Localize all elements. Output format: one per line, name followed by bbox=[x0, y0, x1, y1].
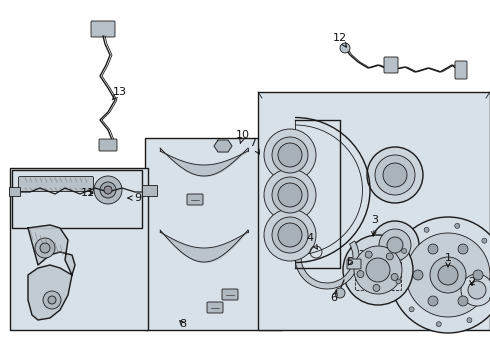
Circle shape bbox=[438, 265, 458, 285]
Polygon shape bbox=[258, 92, 490, 330]
Circle shape bbox=[365, 251, 372, 258]
Circle shape bbox=[35, 238, 55, 258]
FancyBboxPatch shape bbox=[143, 185, 157, 197]
Circle shape bbox=[402, 248, 407, 253]
Circle shape bbox=[278, 183, 302, 207]
Circle shape bbox=[430, 257, 466, 293]
FancyBboxPatch shape bbox=[19, 176, 94, 192]
Circle shape bbox=[272, 137, 308, 173]
Bar bbox=[10, 168, 148, 330]
Circle shape bbox=[391, 274, 398, 280]
Circle shape bbox=[94, 176, 122, 204]
FancyBboxPatch shape bbox=[99, 139, 117, 151]
Bar bbox=[145, 138, 282, 330]
Circle shape bbox=[272, 217, 308, 253]
Circle shape bbox=[264, 209, 316, 261]
Circle shape bbox=[264, 169, 316, 221]
Circle shape bbox=[371, 221, 419, 269]
Circle shape bbox=[455, 223, 460, 228]
Circle shape bbox=[278, 143, 302, 167]
Polygon shape bbox=[28, 225, 75, 320]
Circle shape bbox=[458, 244, 468, 254]
FancyBboxPatch shape bbox=[347, 259, 361, 269]
FancyBboxPatch shape bbox=[187, 194, 203, 205]
Circle shape bbox=[43, 291, 61, 309]
Circle shape bbox=[48, 296, 56, 304]
FancyBboxPatch shape bbox=[207, 302, 223, 313]
Bar bbox=[355, 250, 401, 290]
Text: 5: 5 bbox=[346, 257, 353, 267]
Text: 13: 13 bbox=[112, 87, 127, 100]
Circle shape bbox=[473, 270, 483, 280]
Text: 6: 6 bbox=[330, 290, 338, 303]
Circle shape bbox=[278, 223, 302, 247]
Circle shape bbox=[366, 258, 390, 282]
FancyBboxPatch shape bbox=[222, 289, 238, 300]
Circle shape bbox=[468, 281, 486, 299]
Circle shape bbox=[396, 279, 401, 284]
Text: 4: 4 bbox=[306, 233, 318, 249]
Circle shape bbox=[367, 147, 423, 203]
Circle shape bbox=[383, 163, 407, 187]
Text: 7: 7 bbox=[249, 138, 259, 154]
FancyBboxPatch shape bbox=[91, 21, 115, 37]
Circle shape bbox=[375, 155, 415, 195]
FancyBboxPatch shape bbox=[455, 61, 467, 79]
Circle shape bbox=[357, 271, 364, 278]
FancyBboxPatch shape bbox=[9, 188, 21, 197]
Circle shape bbox=[335, 288, 345, 298]
Circle shape bbox=[104, 186, 112, 194]
FancyBboxPatch shape bbox=[384, 57, 398, 73]
Circle shape bbox=[458, 296, 468, 306]
Circle shape bbox=[264, 129, 316, 181]
Text: 11: 11 bbox=[81, 188, 95, 198]
Circle shape bbox=[354, 246, 402, 294]
Circle shape bbox=[390, 217, 490, 333]
Text: 2: 2 bbox=[468, 277, 476, 287]
Circle shape bbox=[386, 253, 393, 260]
Circle shape bbox=[424, 227, 429, 232]
Text: 9: 9 bbox=[128, 193, 142, 203]
Text: 10: 10 bbox=[236, 130, 250, 143]
Text: 12: 12 bbox=[333, 33, 347, 47]
Circle shape bbox=[482, 238, 487, 243]
Polygon shape bbox=[214, 140, 232, 152]
Circle shape bbox=[340, 43, 350, 53]
Wedge shape bbox=[295, 241, 359, 289]
Circle shape bbox=[343, 235, 413, 305]
Text: 3: 3 bbox=[371, 215, 378, 236]
Bar bbox=[12, 170, 142, 228]
Circle shape bbox=[428, 296, 438, 306]
Circle shape bbox=[387, 237, 403, 253]
Text: 1: 1 bbox=[444, 253, 451, 267]
Circle shape bbox=[373, 284, 380, 292]
Circle shape bbox=[413, 270, 423, 280]
Circle shape bbox=[467, 318, 472, 323]
Circle shape bbox=[40, 243, 50, 253]
Circle shape bbox=[379, 229, 411, 261]
Circle shape bbox=[272, 177, 308, 213]
Circle shape bbox=[436, 321, 441, 327]
Circle shape bbox=[409, 307, 414, 312]
Text: 8: 8 bbox=[179, 319, 187, 329]
Circle shape bbox=[100, 182, 116, 198]
Circle shape bbox=[406, 233, 490, 317]
Circle shape bbox=[461, 274, 490, 306]
Circle shape bbox=[428, 244, 438, 254]
